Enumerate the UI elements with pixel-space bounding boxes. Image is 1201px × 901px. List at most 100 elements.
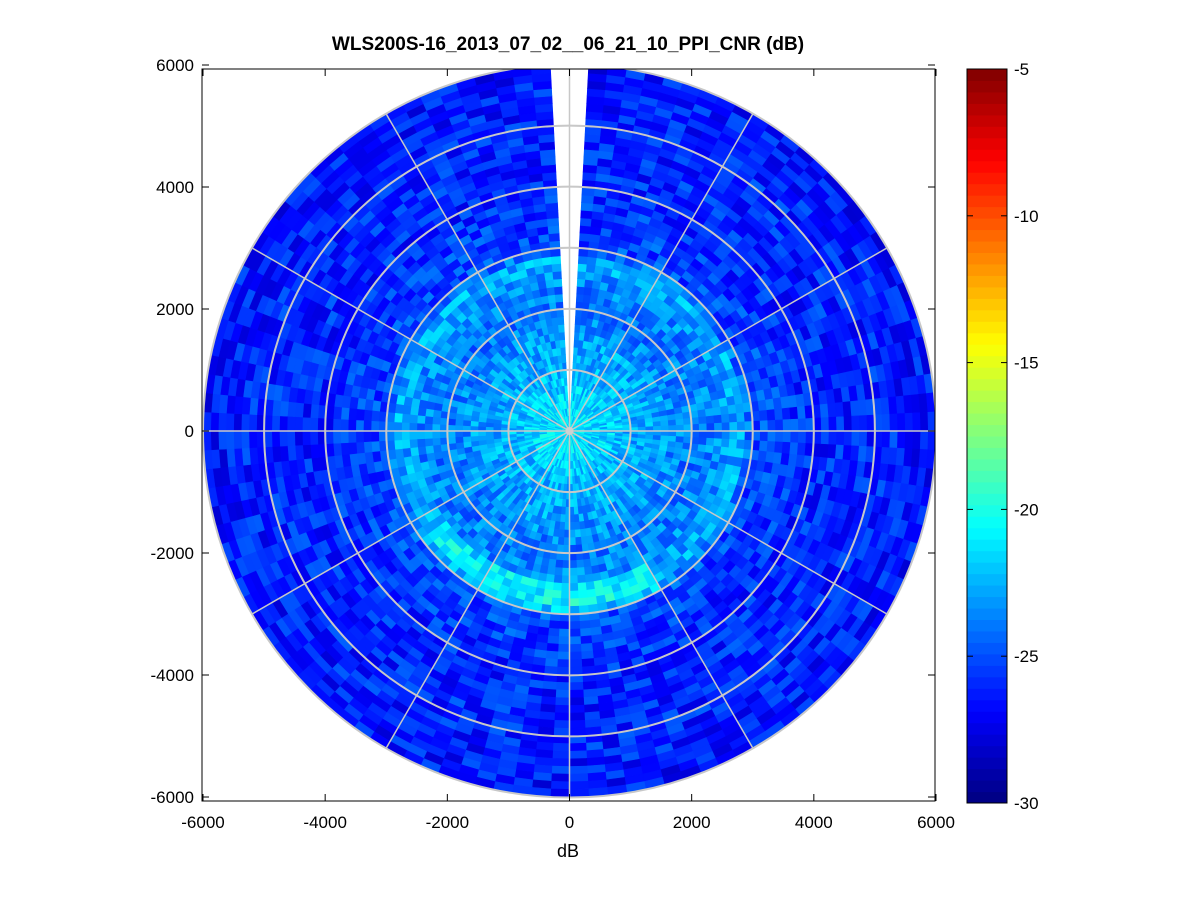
heatmap-cell — [340, 442, 350, 456]
heatmap-cell — [248, 430, 258, 449]
heatmap-cell — [347, 430, 357, 443]
heatmap-cell — [782, 430, 792, 443]
heatmap-cell — [348, 407, 358, 421]
heatmap-cell — [668, 430, 677, 437]
heatmap-cell — [569, 666, 583, 676]
heatmap-cell — [721, 438, 730, 449]
heatmap-cell — [697, 409, 707, 418]
heatmap-cell — [355, 408, 365, 421]
heatmap-cell — [401, 421, 410, 432]
heatmap-cell — [548, 232, 560, 242]
heatmap-cell — [393, 421, 403, 432]
heatmap-cell — [355, 419, 364, 432]
heatmap-cell — [790, 430, 799, 444]
heatmap-cell — [569, 720, 586, 729]
heatmap-cell — [432, 444, 442, 453]
heatmap-cell — [563, 377, 568, 386]
heatmap-cell — [563, 529, 570, 539]
heatmap-cell — [569, 544, 577, 554]
heatmap-cell — [562, 544, 570, 554]
heatmap-cell — [836, 430, 845, 446]
heatmap-cell — [545, 278, 555, 289]
heatmap-cell — [554, 286, 563, 295]
heatmap-cell — [698, 416, 708, 425]
heatmap-cell — [577, 263, 588, 273]
heatmap-cell — [834, 401, 845, 418]
heatmap-cell — [573, 521, 581, 531]
heatmap-cell — [728, 413, 738, 423]
heatmap-cell — [569, 529, 576, 539]
heatmap-cell — [736, 421, 746, 432]
heatmap-cell — [370, 420, 380, 432]
heatmap-cell — [454, 424, 464, 432]
heatmap-cell — [573, 514, 580, 523]
heatmap-cell — [556, 659, 570, 668]
heatmap-cell — [363, 430, 372, 443]
heatmap-cell — [828, 430, 838, 446]
heatmap-cell — [582, 171, 597, 182]
heatmap-cell — [736, 439, 746, 450]
heatmap-cell — [569, 582, 579, 592]
heatmap-cell — [332, 405, 343, 420]
heatmap-cell — [843, 415, 853, 432]
heatmap-cell — [550, 597, 562, 607]
heatmap-cell — [431, 423, 441, 432]
heatmap-cell — [735, 448, 745, 459]
heatmap-cell — [340, 418, 349, 432]
heatmap-cell — [563, 537, 570, 546]
heatmap-cell — [735, 403, 745, 414]
heatmap-cell — [713, 438, 723, 448]
heatmap-cell — [408, 430, 418, 440]
heatmap-cell — [580, 643, 593, 653]
heatmap-cell — [402, 447, 412, 458]
heatmap-cell — [309, 443, 320, 459]
heatmap-cell — [409, 413, 418, 424]
heatmap-cell — [576, 286, 585, 295]
heatmap-cell — [408, 422, 418, 432]
heatmap-cell — [579, 225, 592, 235]
heatmap-cell — [774, 441, 784, 454]
heatmap-cell — [363, 409, 373, 421]
heatmap-cell — [309, 417, 319, 432]
heatmap-cell — [584, 278, 594, 289]
heatmap-cell — [424, 445, 435, 455]
heatmap-cell — [553, 278, 563, 288]
heatmap-cell — [683, 430, 692, 438]
heatmap-cell — [789, 406, 799, 420]
heatmap-cell — [541, 256, 553, 266]
heatmap-cell — [581, 194, 595, 204]
heatmap-cell — [538, 141, 556, 151]
heatmap-cell — [402, 404, 412, 415]
heatmap-cell — [454, 436, 464, 444]
heatmap-cell — [555, 689, 570, 699]
heatmap-cell — [447, 430, 456, 438]
heatmap-cell — [332, 430, 342, 444]
heatmap-cell — [683, 424, 692, 432]
heatmap-cell — [828, 416, 838, 432]
heatmap-cell — [551, 263, 562, 273]
heatmap-cell — [548, 620, 560, 630]
heatmap-cell — [393, 412, 403, 423]
heatmap-cell — [577, 597, 589, 607]
heatmap-cell — [851, 415, 860, 432]
heatmap-cell — [706, 423, 715, 432]
heatmap-cell — [820, 417, 830, 432]
heatmap-cell — [727, 447, 737, 458]
heatmap-cell — [340, 406, 350, 420]
heatmap-cell — [667, 419, 677, 427]
heatmap-cell — [881, 430, 891, 449]
heatmap-cell — [583, 696, 599, 706]
heatmap-cell — [355, 441, 365, 454]
heatmap-cell — [698, 437, 708, 446]
heatmap-cell — [409, 446, 420, 457]
heatmap-cell — [712, 445, 722, 456]
heatmap-cell — [558, 331, 566, 341]
heatmap-cell — [586, 596, 598, 606]
heatmap-cell — [546, 643, 559, 653]
heatmap-cell — [469, 425, 479, 432]
heatmap-cell — [583, 148, 600, 159]
heatmap-cell — [401, 413, 411, 423]
heatmap-cell — [551, 589, 562, 599]
heatmap-cell — [579, 217, 593, 227]
heatmap-cell — [545, 202, 559, 212]
